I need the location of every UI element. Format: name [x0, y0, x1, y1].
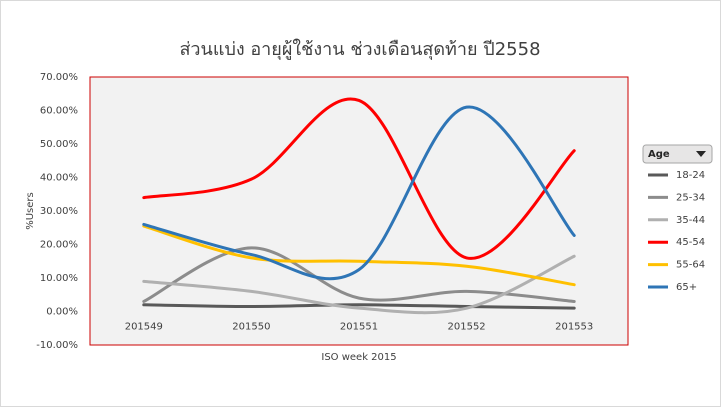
y-tick-label: 60.00% — [40, 106, 78, 117]
y-tick-label: 0.00% — [46, 307, 78, 318]
series-line — [142, 246, 576, 303]
y-tick-label: -10.00% — [36, 340, 78, 351]
legend-label: 55-64 — [676, 260, 705, 271]
series-line — [142, 97, 576, 260]
x-tick-label: 201551 — [340, 322, 378, 333]
x-tick-label: 201553 — [555, 322, 593, 333]
y-tick-label: 30.00% — [40, 206, 78, 217]
dropdown-arrow[interactable] — [696, 151, 706, 157]
x-axis-title: ISO week 2015 — [321, 352, 396, 363]
x-tick-label: 201552 — [448, 322, 486, 333]
y-tick-label: 70.00% — [40, 72, 78, 83]
legend-button-box[interactable] — [642, 144, 713, 164]
chart-title: ส่วนแบ่ง อายุผู้ใช้งาน ช่วงเดือนสุดท้าย … — [179, 38, 540, 60]
plot-area — [89, 76, 629, 346]
legend-label: 25-34 — [676, 192, 705, 203]
y-tick-label: 20.00% — [40, 240, 78, 251]
legend-label: 65+ — [676, 282, 697, 293]
y-tick-label: 40.00% — [40, 173, 78, 184]
x-tick-label: 201549 — [125, 322, 163, 333]
legend-title[interactable]: Age — [648, 149, 670, 160]
legend-label: 35-44 — [676, 215, 705, 226]
series-line — [142, 254, 576, 315]
x-tick-label: 201550 — [232, 322, 270, 333]
series-line — [142, 105, 576, 281]
legend-label: 45-54 — [676, 237, 705, 248]
series-line — [142, 224, 576, 287]
y-tick-label: 50.00% — [40, 139, 78, 150]
y-axis-title: %Users — [25, 192, 36, 230]
y-tick-label: 10.00% — [40, 273, 78, 284]
legend-button[interactable]: Age — [642, 144, 713, 164]
legend-label: 18-24 — [676, 170, 705, 181]
series-line — [142, 303, 576, 310]
